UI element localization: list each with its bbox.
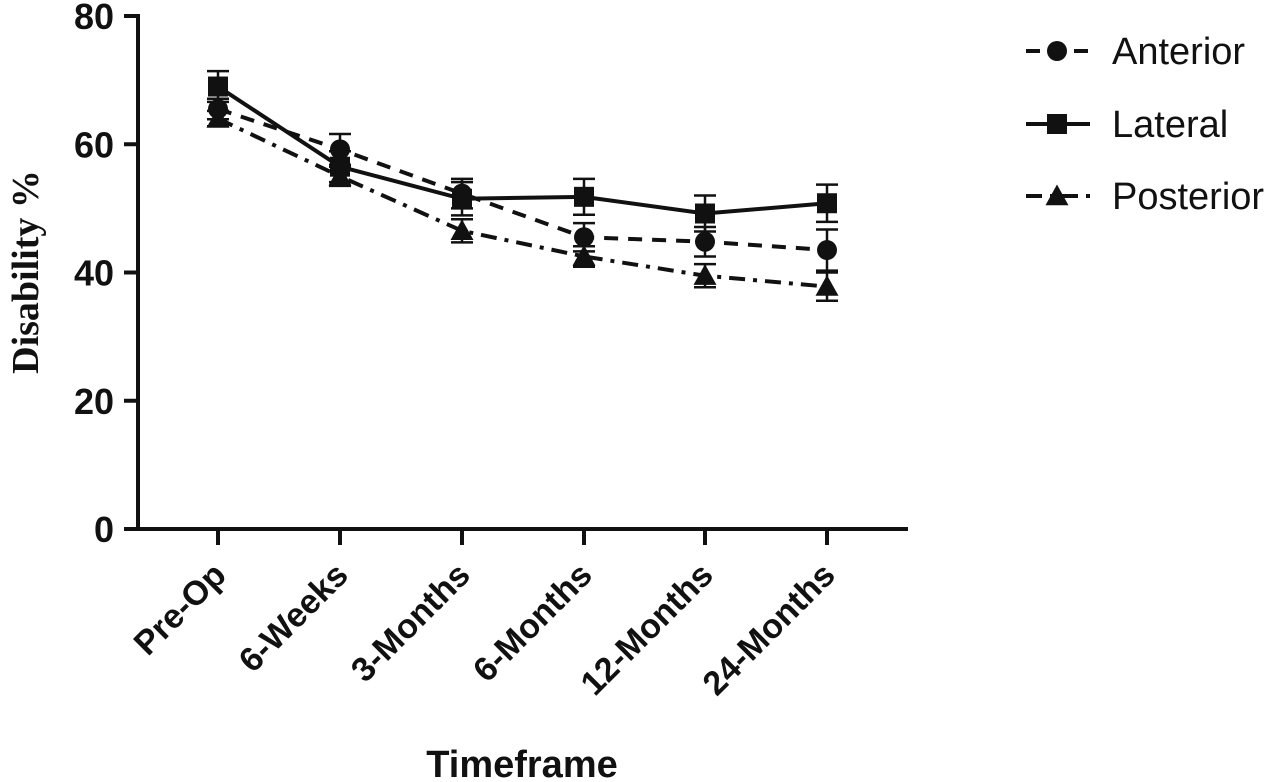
data-point xyxy=(574,227,594,248)
data-point xyxy=(695,203,715,224)
legend-label: Posterior xyxy=(1112,176,1264,218)
data-point xyxy=(815,275,839,296)
legend-item-lateral: Lateral xyxy=(1026,104,1228,146)
y-tick-label: 60 xyxy=(74,124,114,165)
data-point xyxy=(695,231,715,252)
y-tick-label: 0 xyxy=(94,509,114,550)
data-point xyxy=(208,76,228,97)
data-point xyxy=(452,188,472,209)
data-point xyxy=(693,264,717,285)
series-posterior xyxy=(206,107,839,302)
data-point xyxy=(330,139,350,160)
x-tick-label: 12-Months xyxy=(574,556,721,703)
data-point xyxy=(450,219,474,241)
series-line xyxy=(216,84,828,216)
x-tick-label: 3-Months xyxy=(344,556,478,690)
legend-marker xyxy=(1045,184,1069,206)
series-line xyxy=(217,116,828,289)
data-point xyxy=(817,240,837,261)
legend: Anterior Lateral Posterior xyxy=(1026,31,1264,218)
y-tick-label: 80 xyxy=(74,0,114,37)
legend-item-anterior: Anterior xyxy=(1026,31,1245,73)
axes: 020406080Pre-Op6-Weeks3-Months6-Months12… xyxy=(74,0,908,703)
legend-label: Lateral xyxy=(1112,104,1228,146)
data-point xyxy=(817,193,837,214)
y-tick-label: 40 xyxy=(74,253,114,294)
data-point xyxy=(328,164,352,186)
y-tick-label: 20 xyxy=(74,381,114,422)
y-axis-label: Disability % xyxy=(5,170,47,374)
legend-label: Anterior xyxy=(1112,31,1245,73)
x-tick-label: 24-Months xyxy=(696,556,843,703)
legend-item-posterior: Posterior xyxy=(1026,176,1264,218)
data-point xyxy=(206,107,230,128)
series-lateral xyxy=(207,69,838,233)
x-tick-label: Pre-Op xyxy=(127,556,234,663)
data-point xyxy=(574,186,594,207)
x-tick-label: 6-Weeks xyxy=(232,556,356,680)
series-layer xyxy=(206,69,839,302)
legend-marker xyxy=(1047,41,1067,61)
series-line xyxy=(217,107,828,253)
x-axis-label: Timeframe xyxy=(426,744,618,782)
legend-marker xyxy=(1047,114,1067,134)
data-point xyxy=(572,244,596,266)
